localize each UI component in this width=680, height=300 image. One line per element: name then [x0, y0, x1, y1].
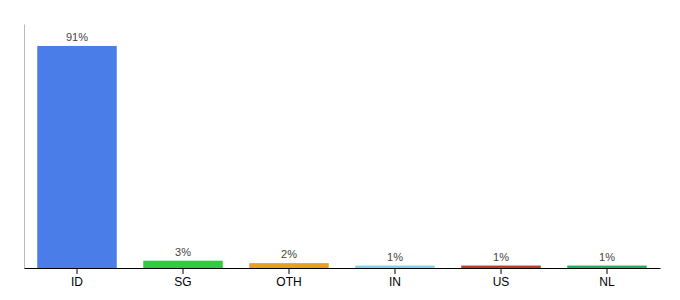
x-axis: ID SG OTH IN US NL	[25, 268, 661, 289]
x-tick-label: NL	[599, 275, 615, 289]
data-label: 3%	[175, 246, 191, 258]
bar	[249, 263, 329, 268]
chart-svg: ID SG OTH IN US NL 91% 3% 2% 1% 1% 1%	[0, 0, 680, 300]
data-label: 1%	[493, 251, 509, 263]
bar	[461, 266, 541, 268]
y-axis-line	[24, 25, 25, 269]
chart-container: ID SG OTH IN US NL 91% 3% 2% 1% 1% 1%	[0, 0, 680, 300]
x-tick: SG	[174, 268, 191, 289]
data-label: 1%	[599, 251, 615, 263]
x-tick-mark	[501, 268, 502, 274]
x-tick-mark	[289, 268, 290, 274]
x-tick-mark	[77, 268, 78, 274]
x-tick: NL	[599, 268, 615, 289]
x-axis-line	[25, 268, 661, 269]
data-label: 91%	[66, 31, 88, 43]
x-tick-mark	[183, 268, 184, 274]
data-label: 2%	[281, 248, 297, 260]
x-tick-label: OTH	[276, 275, 301, 289]
x-tick-label: SG	[174, 275, 191, 289]
data-labels: 91% 3% 2% 1% 1% 1%	[66, 31, 615, 263]
bar	[143, 261, 223, 268]
x-tick: US	[493, 268, 510, 289]
bar	[567, 266, 647, 268]
bars	[37, 46, 647, 268]
y-axis	[24, 25, 25, 269]
x-tick: ID	[71, 268, 83, 289]
bar	[355, 266, 435, 268]
x-tick-mark	[395, 268, 396, 274]
x-tick-label: IN	[389, 275, 401, 289]
x-tick-label: ID	[71, 275, 83, 289]
x-tick: IN	[389, 268, 401, 289]
x-tick: OTH	[276, 268, 301, 289]
x-tick-mark	[607, 268, 608, 274]
data-label: 1%	[387, 251, 403, 263]
bar	[37, 46, 117, 268]
plot-area: ID SG OTH IN US NL 91% 3% 2% 1% 1% 1%	[25, 25, 661, 289]
x-tick-label: US	[493, 275, 510, 289]
